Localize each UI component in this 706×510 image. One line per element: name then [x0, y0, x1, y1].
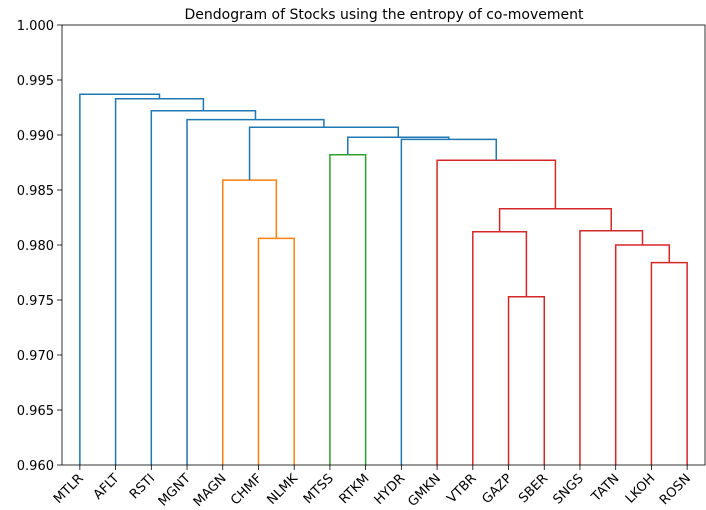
y-tick-label: 0.975 — [17, 294, 54, 309]
y-tick-label: 0.990 — [17, 129, 54, 144]
y-tick-label: 0.995 — [17, 74, 54, 89]
dendrogram-link — [257, 237, 295, 465]
x-tick-label: VTBR — [444, 471, 479, 506]
y-tick-label: 0.965 — [17, 404, 54, 419]
dendrogram-link — [150, 110, 257, 465]
dendrogram-link — [436, 159, 557, 465]
y-tick-label: 1.000 — [17, 19, 54, 34]
dendrogram-link — [498, 207, 612, 232]
dendrogram-link — [579, 229, 644, 465]
dendrogram-link — [79, 93, 161, 465]
x-tick-label: AFLT — [91, 471, 123, 503]
dendrogram-link — [614, 244, 671, 465]
dendrogram-link — [400, 138, 497, 465]
x-tick-label: GMKN — [405, 471, 444, 510]
x-tick-label: CHMF — [228, 471, 265, 508]
x-tick-label: MTSS — [301, 471, 337, 507]
x-tick-label: GAZP — [479, 471, 515, 507]
y-tick-label: 0.985 — [17, 184, 54, 199]
dendrogram-link — [186, 118, 325, 465]
x-tick-label: ROSN — [657, 471, 694, 508]
x-tick-label: SBER — [516, 471, 551, 506]
dendrogram-link — [248, 126, 400, 181]
y-tick-label: 0.970 — [17, 349, 54, 364]
x-tick-label: HYDR — [372, 471, 409, 508]
x-tick-label: SNGS — [551, 471, 587, 507]
x-tick-label: MGNT — [156, 471, 194, 509]
y-tick-label: 0.960 — [17, 459, 54, 474]
dendrogram-link — [222, 179, 278, 465]
x-tick-label: NLMK — [264, 471, 301, 508]
x-tick-label: LKOH — [623, 471, 658, 506]
x-tick-label: MAGN — [191, 471, 230, 510]
x-tick-label: RSTI — [127, 471, 158, 502]
dendrogram-link — [114, 97, 205, 465]
y-tick-label: 0.980 — [17, 239, 54, 254]
x-tick-label: RTKM — [337, 471, 373, 507]
x-tick-label: TATN — [588, 471, 622, 505]
chart-title: Dendogram of Stocks using the entropy of… — [185, 7, 585, 23]
plot-frame — [61, 24, 706, 466]
dendrogram-link — [329, 154, 367, 465]
x-tick-label: MTLR — [51, 471, 87, 507]
dendrogram-link — [472, 231, 528, 465]
dendrogram-link — [650, 261, 688, 465]
dendrogram-link — [507, 295, 545, 465]
